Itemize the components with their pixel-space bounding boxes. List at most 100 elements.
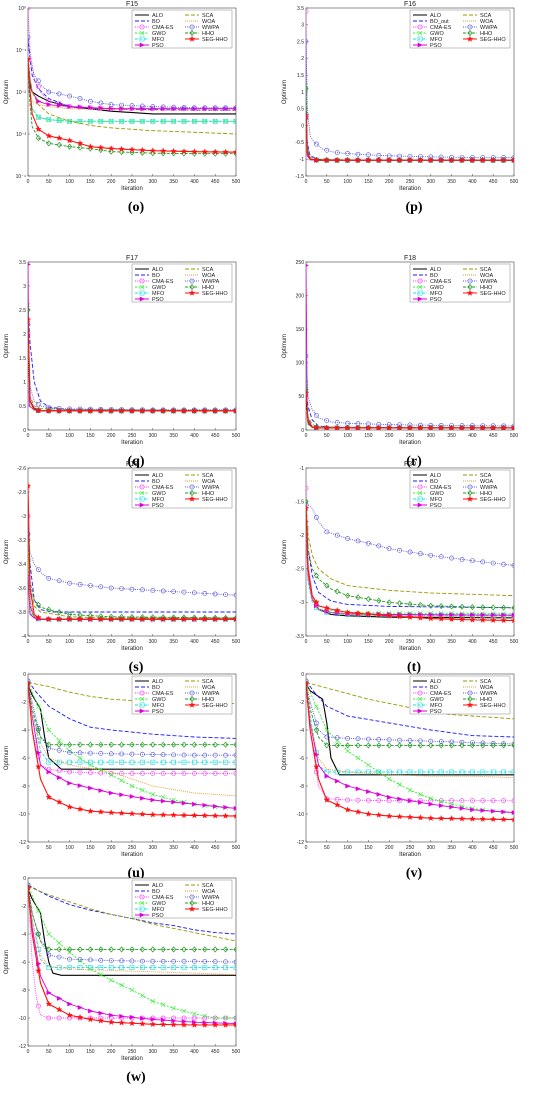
series-marker-wwpa (191, 590, 197, 596)
y-tick-label: 0.5 (297, 107, 304, 113)
series-marker-mfo (171, 759, 176, 765)
series-marker-seg-hho (334, 801, 341, 808)
series-marker-gwo (407, 787, 413, 793)
series-marker-seg-hho (448, 424, 455, 430)
series-marker-hho (376, 742, 382, 749)
x-tick-label: 150 (364, 433, 373, 439)
series-marker-wwpa (46, 745, 52, 751)
legend-label-sca: SCA (202, 267, 214, 273)
series-marker-wwpa (397, 547, 402, 553)
legend-label-hho: HHO (202, 285, 215, 291)
series-line-hho (28, 683, 236, 746)
series-marker-wwpa (56, 91, 62, 97)
series-marker-hho (35, 930, 41, 938)
series-marker-mfo (150, 759, 156, 765)
x-tick-label: 100 (343, 179, 352, 185)
series-marker-seg-hho (469, 424, 476, 430)
y-tick-label: 3 (23, 284, 26, 290)
series-line-sca (306, 396, 514, 429)
series-marker-mfo (459, 769, 465, 775)
series-marker-wwpa (88, 957, 93, 963)
series-marker-wwpa (139, 587, 145, 593)
panel-caption: (q) (127, 454, 145, 469)
series-marker-seg-hho (66, 407, 73, 414)
y-tick-label: -4 (22, 932, 27, 938)
series-marker-seg-hho (139, 1020, 146, 1027)
series-group (28, 263, 236, 414)
series-marker-wwpa (77, 957, 83, 962)
x-tick-label: 100 (65, 639, 74, 645)
x-tick-label: 100 (65, 433, 74, 439)
chart-panel-f17: 0 50 100 150 200 250 300 350 400 450 500 0 0.5 1 1.5 2 2… (0, 254, 272, 476)
legend-label-alo: ALO (152, 679, 164, 685)
series-marker-pso (98, 1010, 104, 1016)
series-marker-mfo (77, 965, 83, 970)
legend-label-alo: ALO (152, 473, 164, 479)
series-marker-wwpa (28, 882, 31, 888)
series-line-bo (306, 680, 514, 738)
series-marker-mfo (98, 118, 104, 124)
y-tick-label: 2.5 (19, 308, 26, 314)
series-marker-mfo (212, 759, 218, 765)
series-line-seg-hho (28, 485, 236, 620)
series-mfo (28, 681, 236, 765)
series-marker-hho (417, 742, 423, 749)
series-marker-seg-hho (35, 763, 42, 770)
series-sca (306, 501, 514, 597)
series-marker-wwpa (171, 589, 176, 594)
legend-label-bo: BO (152, 685, 161, 691)
series-marker-mfo (46, 759, 52, 765)
x-tick-label: 0 (27, 1049, 30, 1055)
series-marker-hho (212, 946, 218, 953)
y-tick-label: -1 (300, 466, 305, 472)
x-tick-label: 500 (232, 845, 241, 851)
series-marker-seg-hho (160, 407, 167, 414)
series-marker-seg-hho (118, 615, 125, 622)
series-marker-pso (438, 612, 445, 618)
series-marker-wwpa (212, 105, 218, 111)
series-marker-mfo (46, 965, 52, 970)
series-marker-pso (98, 788, 104, 793)
series-marker-pso (46, 990, 52, 996)
series-marker-seg-hho (66, 137, 73, 144)
x-tick-label: 50 (324, 639, 330, 645)
series-marker-seg-hho (118, 145, 125, 152)
panel-caption: (r) (406, 454, 422, 469)
series-marker-gwo (98, 972, 104, 977)
series-marker-hho (334, 742, 340, 749)
series-marker-cma-es (98, 770, 104, 776)
series-marker-wwpa (386, 737, 392, 743)
legend-label-mfo: MFO (152, 907, 165, 913)
series-marker-seg-hho (490, 616, 497, 623)
series-marker-pso (88, 1008, 94, 1014)
series-marker-seg-hho (87, 807, 94, 814)
series-marker-hho (191, 946, 197, 953)
series-marker-mfo (490, 769, 496, 775)
series-marker-cma-es (129, 771, 135, 776)
series-line-woa (28, 551, 236, 620)
legend-label-alo: ALO (430, 679, 442, 685)
series-marker-pso (459, 805, 466, 811)
legend-marker-wwpa (189, 484, 195, 490)
legend-label-mfo: MFO (430, 291, 443, 297)
series-marker-hho (345, 742, 351, 749)
series-marker-seg-hho (323, 424, 330, 430)
legend-marker-mfo (139, 906, 145, 912)
x-tick-label: 150 (364, 179, 373, 185)
series-marker-wwpa (150, 104, 156, 109)
series-marker-wwpa (314, 141, 319, 147)
series-marker-cma-es (36, 1003, 41, 1009)
chart-panel-f23: 0 50 100 150 200 250 300 350 400 450 500 -12 -10 -8 -6… (0, 870, 272, 1092)
x-axis-label: Iteration (399, 646, 421, 652)
series-marker-hho (355, 742, 361, 749)
series-marker-pso (150, 1016, 156, 1022)
series-marker-hho (365, 742, 371, 749)
legend-label-bo: BO (430, 273, 439, 279)
series-marker-cma-es (376, 798, 382, 803)
legend-label-hho: HHO (202, 491, 215, 497)
series-marker-wwpa (223, 752, 228, 758)
series-marker-seg-hho (490, 815, 497, 822)
series-marker-hho (355, 594, 361, 601)
legend-box (131, 263, 233, 303)
legend-label-sca: SCA (202, 883, 214, 889)
